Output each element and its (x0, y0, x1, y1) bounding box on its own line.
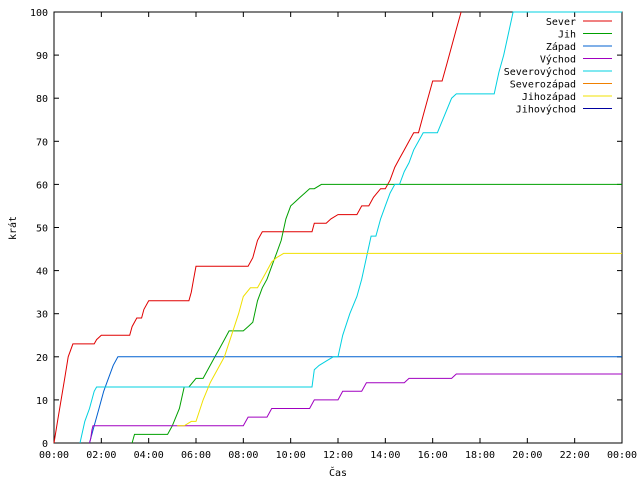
legend-label: Západ (546, 41, 576, 53)
x-tick-label: 22:00 (560, 450, 590, 461)
legend-label: Sever (546, 17, 576, 28)
x-tick-label: 00:00 (607, 450, 637, 461)
legend-label: Jihozápad (522, 91, 576, 103)
y-axis-label: krát (7, 216, 19, 240)
legend-label: Severozápad (510, 79, 576, 91)
y-axis-ticks: 0 10 20 30 40 50 60 70 80 90 100 (30, 8, 622, 450)
y-tick-label: 50 (36, 224, 48, 235)
y-tick-label: 0 (42, 439, 48, 450)
legend-label: Jih (558, 30, 576, 41)
x-tick-label: 04:00 (134, 450, 164, 461)
series-line (131, 183, 622, 444)
series-line (53, 11, 462, 444)
x-tick-label: 08:00 (228, 450, 258, 461)
y-tick-label: 10 (36, 396, 48, 407)
x-axis-label: Čas (329, 466, 347, 479)
series-lines (53, 11, 622, 444)
legend-label: Severovýchod (504, 66, 576, 78)
legend-label: Jihovýchod (516, 104, 576, 116)
series-line (89, 373, 622, 444)
x-axis-ticks: 00:00 02:00 04:00 06:00 08:00 10:00 12:00 14:00… (39, 12, 637, 461)
y-tick-label: 90 (36, 51, 48, 62)
x-tick-label: 14:00 (370, 450, 400, 461)
y-tick-label: 60 (36, 180, 48, 191)
x-tick-label: 06:00 (181, 450, 211, 461)
legend-label: Východ (540, 54, 576, 66)
x-tick-label: 00:00 (39, 450, 69, 461)
y-tick-label: 20 (36, 353, 48, 364)
y-tick-label: 70 (36, 137, 48, 148)
x-tick-label: 12:00 (323, 450, 353, 461)
y-tick-label: 80 (36, 94, 48, 105)
series-line (79, 11, 622, 444)
legend: Sever JihZápadVýchodSeverovýchodSeverozáp… (504, 17, 612, 116)
series-line (89, 356, 622, 444)
y-tick-label: 100 (30, 8, 48, 19)
x-tick-label: 02:00 (86, 450, 116, 461)
series-line (177, 252, 622, 427)
x-tick-label: 18:00 (465, 450, 495, 461)
x-tick-label: 16:00 (418, 450, 448, 461)
x-tick-label: 10:00 (276, 450, 306, 461)
y-tick-label: 40 (36, 267, 48, 278)
x-tick-label: 20:00 (512, 450, 542, 461)
y-tick-label: 30 (36, 310, 48, 321)
